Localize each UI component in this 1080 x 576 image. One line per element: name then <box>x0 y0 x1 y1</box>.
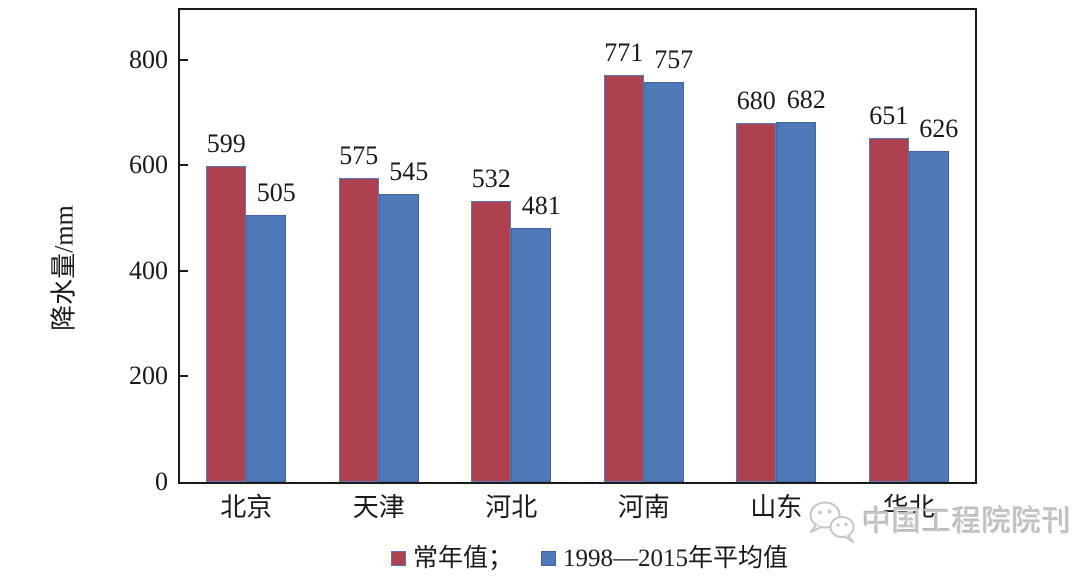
value-label-1998-2015-average-beijing: 505 <box>256 178 296 207</box>
y-tick-400 <box>180 269 188 272</box>
x-axis-label-beijing: 北京 <box>220 493 273 522</box>
value-label-normal-year-tianjin: 575 <box>339 141 379 170</box>
normal-year-bar-beijing <box>206 166 247 482</box>
y-tick-label-800: 800 <box>129 44 168 74</box>
value-label-1998-2015-average-henan: 757 <box>654 45 694 74</box>
value-label-1998-2015-average-tianjin: 545 <box>389 157 429 186</box>
normal-year-bar-henan <box>603 75 644 482</box>
value-label-normal-year-shandong: 680 <box>736 86 776 115</box>
legend: 常年值； 1998—2015年平均值 <box>190 543 989 573</box>
normal-year-bar-north-china <box>868 138 909 482</box>
1998-2015-average-bar-north-china <box>908 151 949 482</box>
1998-2015-average-bar-henan <box>643 82 684 482</box>
legend-swatch-normal-year <box>390 550 406 566</box>
value-label-normal-year-hebei: 532 <box>471 164 511 193</box>
x-axis-label-hebei: 河北 <box>485 493 538 522</box>
legend-item-1998-2015-average: 1998—2015年平均值 <box>541 546 788 571</box>
plot-area: 599 505 575 545 532 481 771 757 680 682 651 626 <box>178 8 977 484</box>
1998-2015-average-bar-beijing <box>246 215 287 482</box>
1998-2015-average-bar-shandong <box>776 122 817 482</box>
legend-item-normal-year: 常年值； <box>390 544 513 572</box>
y-tick-label-0: 0 <box>155 467 168 496</box>
value-label-normal-year-north-china: 651 <box>869 101 909 130</box>
x-axis-label-shandong: 山东 <box>750 493 803 522</box>
value-label-normal-year-beijing: 599 <box>206 129 246 158</box>
legend-label-1998-2015-average: 1998—2015年平均值 <box>563 544 789 572</box>
y-tick-800 <box>180 58 188 61</box>
x-axis-label-tianjin: 天津 <box>352 493 405 522</box>
y-axis-title: 降水量/mm <box>49 205 79 331</box>
wechat-icon <box>809 501 855 543</box>
value-label-1998-2015-average-hebei: 481 <box>521 191 561 220</box>
normal-year-bar-shandong <box>736 123 777 482</box>
1998-2015-average-bar-hebei <box>511 228 552 482</box>
y-tick-600 <box>180 164 188 167</box>
value-label-1998-2015-average-north-china: 626 <box>919 114 959 143</box>
y-tick-label-600: 600 <box>129 150 168 180</box>
x-axis-label-north-china: 华北 <box>882 493 935 522</box>
y-tick-label-200: 200 <box>129 361 168 391</box>
y-tick-200 <box>180 375 188 378</box>
value-label-normal-year-henan: 771 <box>604 38 644 67</box>
watermark: 中国工程院院刊 <box>806 498 1072 546</box>
normal-year-bar-hebei <box>471 201 512 482</box>
legend-swatch-1998-2015-average <box>541 550 556 566</box>
x-axis-label-henan: 河南 <box>617 493 670 522</box>
1998-2015-average-bar-tianjin <box>378 194 419 482</box>
y-tick-label-400: 400 <box>129 255 168 285</box>
normal-year-bar-tianjin <box>338 178 379 482</box>
legend-label-normal-year: 常年值； <box>412 544 513 572</box>
value-label-1998-2015-average-shandong: 682 <box>786 85 826 114</box>
